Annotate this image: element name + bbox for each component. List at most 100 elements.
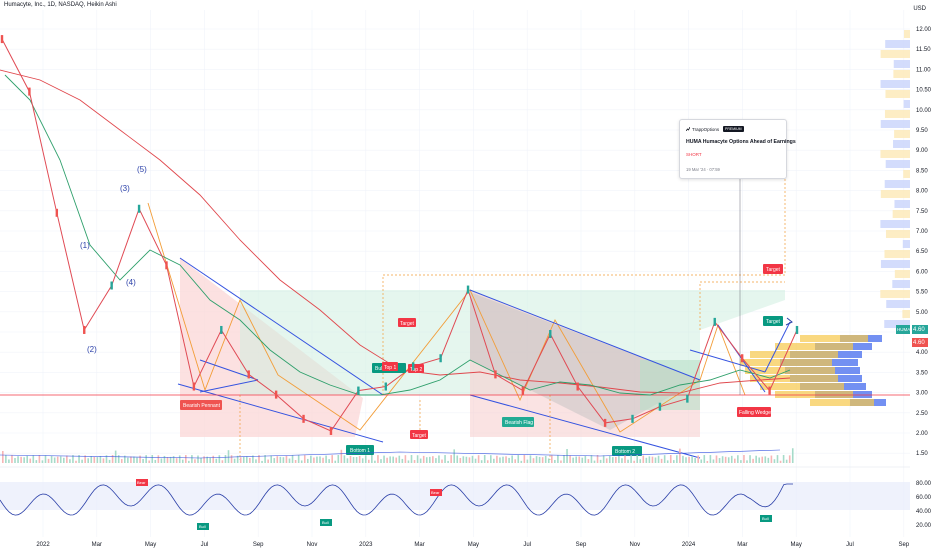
- candle: [55, 208, 59, 217]
- volume-bar: [130, 456, 132, 463]
- price-series: [1, 38, 798, 432]
- volume-bar: [413, 460, 416, 463]
- volume-bar: [688, 456, 690, 463]
- volume-bar: [197, 455, 199, 463]
- price-tick: 5.50: [916, 290, 928, 296]
- volume-bar: [673, 460, 675, 463]
- volume-bar: [419, 458, 422, 463]
- vp-row: [885, 90, 910, 98]
- time-tick: May: [791, 542, 802, 548]
- target-label-4: Target: [766, 319, 781, 325]
- news-title[interactable]: HUMA Humacyte Options Ahead of Earnings: [686, 139, 796, 145]
- candle: [494, 370, 497, 379]
- news-card[interactable]: TrappOptions PREMIUM HUMA Humacyte Optio…: [679, 119, 796, 179]
- volume-bar: [761, 456, 764, 463]
- volume-bar: [572, 457, 574, 463]
- volume-bar: [737, 455, 739, 463]
- volume-bar: [746, 460, 748, 463]
- volume-bar: [389, 456, 391, 463]
- bull-label-1: Bull: [375, 366, 383, 372]
- volume-bar: [749, 455, 751, 463]
- volume-bar: [483, 455, 486, 463]
- vp-row: [892, 280, 910, 288]
- volume-bar: [127, 457, 129, 463]
- candle: [603, 418, 607, 427]
- time-tick: May: [145, 542, 156, 548]
- volume-bar: [200, 457, 202, 463]
- volume-bar: [334, 460, 337, 463]
- target-label-3: Target: [766, 267, 781, 273]
- volume-bar: [139, 455, 141, 463]
- volume-bar: [654, 457, 657, 463]
- volume-bar: [209, 457, 211, 463]
- volume-bar: [172, 456, 175, 463]
- price-tick: 8.50: [916, 168, 928, 174]
- volume-bar: [618, 456, 620, 463]
- volume-bar: [303, 455, 306, 463]
- volume-bar: [496, 455, 498, 463]
- volume-bar: [441, 459, 443, 463]
- volume-bar: [660, 458, 663, 463]
- volume-bar: [663, 455, 666, 463]
- premium-badge: PREMIUM: [723, 126, 744, 132]
- vp-row: [740, 359, 832, 366]
- volume-bar: [398, 455, 401, 463]
- volume-bar: [462, 456, 465, 463]
- volume-bar: [779, 460, 782, 463]
- vp-row: [885, 160, 910, 168]
- wave-4-label: (4): [126, 278, 136, 287]
- volume-bar: [151, 455, 154, 463]
- volume-bar: [273, 458, 276, 463]
- volume-bar: [331, 455, 333, 463]
- volume-bar: [242, 456, 245, 463]
- volume-bar: [358, 456, 361, 463]
- vp-row: [885, 230, 910, 238]
- price-tick: 9.50: [916, 128, 928, 134]
- volume-bar: [563, 455, 565, 463]
- volume-bar: [5, 455, 7, 463]
- volume-bar: [599, 459, 602, 463]
- volume-bar: [499, 457, 501, 463]
- volume-bar: [511, 455, 513, 463]
- volume-bar: [154, 459, 157, 463]
- target-guides: [239, 178, 786, 460]
- vp-row: [886, 300, 910, 308]
- volume-bar: [188, 460, 190, 463]
- green-band: [640, 360, 700, 410]
- volume-bar: [328, 459, 330, 463]
- volume-bar: [377, 455, 379, 463]
- volume-bars: [0, 448, 794, 463]
- volume-bar: [352, 457, 355, 463]
- price-tick: 6.50: [916, 249, 928, 255]
- last-price-tags: HUMA 4.60 4.60: [896, 325, 928, 347]
- price-axis: 12.00 11.50 11.00 10.50 10.00 9.50 9.00 8.50 8.0…: [916, 27, 932, 457]
- volume-bar: [142, 459, 144, 463]
- vp-row: [810, 399, 874, 406]
- volume-profile: [740, 30, 910, 406]
- volume-bar: [429, 456, 431, 463]
- volume-bar: [212, 455, 215, 463]
- vp-row: [884, 180, 910, 188]
- time-tick: Jul: [523, 542, 531, 548]
- volume-bar: [740, 460, 742, 463]
- volume-bar: [480, 460, 483, 463]
- volume-bar: [526, 459, 529, 463]
- vp-row: [893, 60, 910, 68]
- volume-bar: [615, 456, 617, 463]
- pattern-labels: Bearish Pennant Bottom 1 Bottom 2 Bull T…: [180, 264, 783, 456]
- rsi-bull-3: Bull: [762, 516, 769, 521]
- volume-bar: [361, 458, 364, 463]
- candle: [110, 281, 113, 290]
- price-tick: 10.00: [916, 108, 932, 114]
- volume-bar: [694, 458, 696, 463]
- volume-bar: [169, 456, 172, 463]
- candle: [631, 414, 634, 423]
- volume-bar: [566, 448, 568, 463]
- volume-bar: [596, 455, 599, 463]
- volume-bar: [669, 455, 672, 463]
- volume-bar: [349, 456, 352, 463]
- time-tick: May: [468, 542, 479, 548]
- candle: [740, 354, 744, 363]
- price-tick: 5.00: [916, 310, 928, 316]
